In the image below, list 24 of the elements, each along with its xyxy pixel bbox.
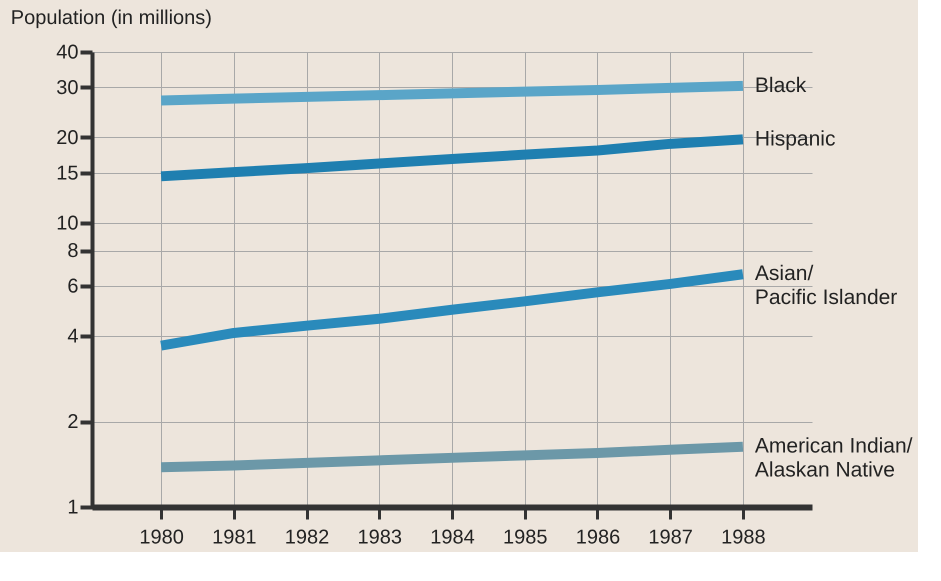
series-label: Black	[754, 74, 807, 97]
x-tick-label: 1983	[358, 526, 402, 548]
x-tick-label: 1988	[721, 526, 766, 548]
y-tick-label: 30	[56, 76, 78, 99]
series-label: Asian/ Pacific Islander	[754, 262, 898, 310]
series-label: Hispanic	[754, 127, 836, 150]
x-tick-label: 1985	[502, 526, 548, 548]
x-tick-label: 1986	[576, 526, 620, 548]
series-label: American Indian/ Alaskan Native	[754, 434, 913, 482]
y-tick-label: 4	[67, 326, 78, 348]
y-tick-label: 15	[56, 162, 78, 184]
y-tick-label: 6	[67, 276, 78, 298]
y-tick-label: 40	[56, 42, 78, 64]
y-tick-label: 2	[67, 411, 78, 434]
x-tick-label: 1981	[212, 526, 257, 548]
chart-title: Population (in millions)	[10, 7, 212, 29]
x-tick-label: 1982	[284, 526, 330, 548]
y-tick-label: 20	[56, 126, 78, 149]
y-tick-label: 10	[56, 212, 78, 234]
y-tick-label: 8	[67, 240, 78, 262]
y-tick-label: 1	[67, 496, 78, 518]
x-tick-label: 1987	[648, 526, 693, 548]
x-tick-label: 1984	[430, 526, 475, 548]
x-tick-label: 1980	[139, 526, 184, 548]
